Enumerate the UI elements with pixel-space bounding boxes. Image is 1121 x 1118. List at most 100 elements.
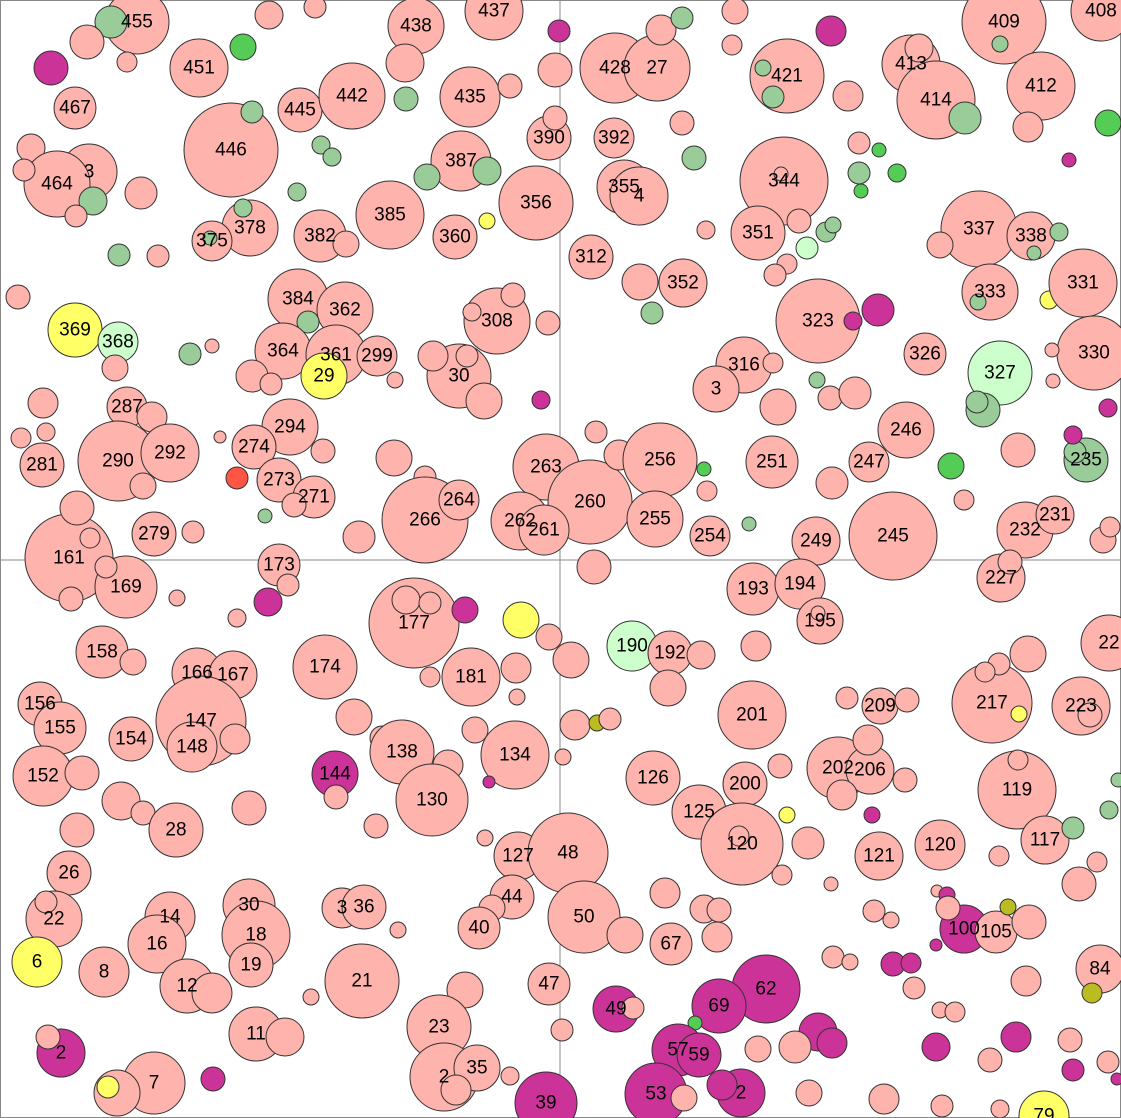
bubble-unlabeled-262 bbox=[1010, 705, 1028, 723]
bubble-unlabeled-198 bbox=[1099, 516, 1121, 538]
bubble-6 bbox=[11, 936, 63, 988]
bubble-unlabeled-142 bbox=[965, 390, 989, 414]
bubble-327 bbox=[967, 340, 1033, 406]
bubble-unlabeled-26 bbox=[645, 14, 677, 46]
bubble-unlabeled-147 bbox=[27, 387, 59, 419]
bubble-unlabeled-74 bbox=[332, 230, 360, 258]
bubble-445 bbox=[277, 87, 323, 133]
bubble-unlabeled-387 bbox=[440, 1074, 472, 1106]
bubble-unlabeled-396 bbox=[930, 1094, 954, 1118]
bubble-unlabeled-398 bbox=[1110, 1072, 1121, 1086]
bubble-unlabeled-349 bbox=[1081, 982, 1103, 1004]
bubble-unlabeled-78 bbox=[202, 230, 218, 246]
bubble-409 bbox=[961, 0, 1047, 65]
bubble-360 bbox=[432, 214, 478, 260]
bubble-unlabeled-27 bbox=[670, 6, 694, 30]
bubble-unlabeled-21 bbox=[537, 52, 573, 88]
bubble-261 bbox=[518, 504, 570, 556]
bubble-464 bbox=[23, 150, 91, 218]
bubble-369 bbox=[47, 302, 103, 358]
bubble-unlabeled-312 bbox=[823, 876, 839, 892]
bubble-unlabeled-51 bbox=[124, 176, 158, 210]
bubble-unlabeled-191 bbox=[1063, 440, 1087, 464]
bubble-unlabeled-189 bbox=[1000, 432, 1036, 468]
bubble-unlabeled-216 bbox=[418, 591, 442, 615]
bubble-unlabeled-236 bbox=[500, 652, 532, 684]
bubble-unlabeled-302 bbox=[1086, 851, 1108, 873]
bubble-unlabeled-34 bbox=[832, 80, 864, 112]
bubble-unlabeled-324 bbox=[606, 916, 644, 954]
bubble-152 bbox=[12, 745, 74, 807]
bubble-unlabeled-151 bbox=[10, 427, 32, 449]
bubble-unlabeled-336 bbox=[999, 898, 1017, 916]
bubble-unlabeled-107 bbox=[296, 310, 320, 334]
bubble-unlabeled-126 bbox=[386, 371, 404, 389]
bubble-unlabeled-208 bbox=[94, 555, 118, 579]
bubble-unlabeled-54 bbox=[472, 156, 502, 186]
bubble-unlabeled-279 bbox=[826, 779, 858, 811]
bubble-unlabeled-200 bbox=[997, 549, 1023, 575]
bubble-326 bbox=[903, 332, 947, 376]
bubble-unlabeled-145 bbox=[1044, 342, 1060, 358]
bubble-unlabeled-44 bbox=[1094, 109, 1121, 137]
bubble-unlabeled-136 bbox=[808, 371, 826, 389]
bubble-unlabeled-97 bbox=[926, 231, 954, 259]
bubble-264 bbox=[438, 479, 480, 521]
bubble-unlabeled-211 bbox=[276, 573, 300, 597]
bubble-unlabeled-365 bbox=[265, 1017, 305, 1057]
bubble-unlabeled-267 bbox=[64, 755, 100, 791]
bubble-unlabeled-322 bbox=[389, 921, 407, 939]
bubble-442 bbox=[318, 62, 386, 130]
bubble-unlabeled-288 bbox=[231, 790, 267, 826]
bubble-356 bbox=[498, 165, 574, 241]
bubble-unlabeled-289 bbox=[59, 812, 95, 848]
bubble-unlabeled-238 bbox=[508, 688, 526, 706]
bubble-200 bbox=[722, 761, 768, 807]
bubble-unlabeled-56 bbox=[311, 135, 331, 155]
bubble-256 bbox=[622, 422, 698, 498]
bubble-unlabeled-32 bbox=[754, 59, 772, 77]
bubble-unlabeled-310 bbox=[649, 877, 681, 909]
bubble-unlabeled-2 bbox=[69, 24, 105, 60]
bubble-unlabeled-209 bbox=[168, 589, 186, 607]
bubble-437 bbox=[464, 0, 524, 41]
bubble-unlabeled-244 bbox=[219, 723, 251, 755]
bubble-unlabeled-163 bbox=[225, 466, 249, 490]
bubble-174 bbox=[292, 634, 358, 700]
bubble-unlabeled-264 bbox=[1077, 702, 1103, 728]
bubble-unlabeled-1 bbox=[94, 5, 128, 39]
bubble-unlabeled-23 bbox=[542, 105, 568, 131]
bubble-unlabeled-109 bbox=[500, 282, 526, 308]
bubble-unlabeled-135 bbox=[759, 388, 797, 426]
bubble-255 bbox=[626, 490, 684, 548]
bubble-249 bbox=[791, 516, 841, 566]
bubble-unlabeled-7 bbox=[254, 0, 284, 30]
bubble-299 bbox=[356, 335, 398, 377]
bubble-unlabeled-212 bbox=[253, 587, 283, 617]
bubble-unlabeled-303 bbox=[1061, 866, 1097, 902]
bubble-unlabeled-131 bbox=[531, 390, 551, 410]
bubble-16 bbox=[127, 914, 187, 974]
bubble-231 bbox=[1035, 495, 1075, 535]
bubble-unlabeled-99 bbox=[1026, 245, 1042, 261]
bubble-unlabeled-257 bbox=[894, 687, 920, 713]
bubble-281 bbox=[19, 442, 65, 488]
bubble-unlabeled-205 bbox=[79, 527, 101, 549]
bubble-unlabeled-58 bbox=[287, 182, 307, 202]
bubble-unlabeled-219 bbox=[535, 623, 563, 651]
bubble-unlabeled-4 bbox=[33, 50, 69, 86]
bubble-unlabeled-84 bbox=[824, 216, 842, 234]
bubble-unlabeled-61 bbox=[681, 145, 707, 171]
bubble-unlabeled-70 bbox=[887, 163, 907, 183]
bubble-unlabeled-347 bbox=[902, 976, 926, 1000]
bubble-unlabeled-146 bbox=[1098, 398, 1118, 418]
bubble-unlabeled-11 bbox=[547, 19, 571, 43]
bubble-67 bbox=[649, 922, 693, 966]
bubble-unlabeled-337 bbox=[1011, 904, 1047, 940]
bubble-unlabeled-169 bbox=[342, 520, 376, 554]
bubble-unlabeled-181 bbox=[741, 516, 757, 532]
bubble-unlabeled-293 bbox=[863, 806, 881, 824]
bubble-337 bbox=[940, 190, 1018, 268]
bubble-unlabeled-29 bbox=[721, 34, 743, 56]
bubble-412 bbox=[1006, 51, 1076, 121]
